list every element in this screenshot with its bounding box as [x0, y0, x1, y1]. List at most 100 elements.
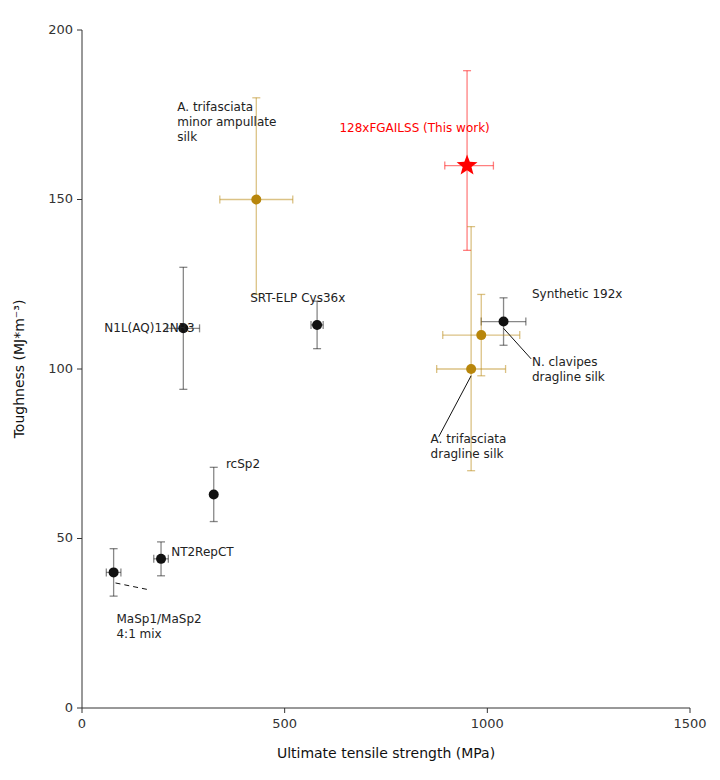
y-tick: [77, 30, 82, 31]
point-circle: [156, 554, 166, 564]
annotation: Synthetic 192x: [532, 287, 622, 301]
point-circle: [466, 364, 476, 374]
x-axis-label: Ultimate tensile strength (MPa): [277, 745, 495, 761]
annotation-line: dragline silk: [431, 447, 504, 461]
annotation-line: 4:1 mix: [116, 627, 161, 641]
chart-container: 050010001500050100150200Ultimate tensile…: [0, 0, 720, 780]
y-tick: [77, 199, 82, 200]
point-circle: [312, 320, 322, 330]
error-cap: [153, 555, 154, 563]
error-cap: [505, 365, 506, 373]
annotation: N1L(AQ)12NR3: [104, 321, 194, 335]
page: {"chart_data": { "type": "scatter", "xla…: [0, 0, 720, 780]
point-circle: [476, 330, 486, 340]
annotation: rcSp2: [226, 456, 260, 470]
error-cap: [120, 568, 121, 576]
y-axis-label: Toughness (MJ*m⁻³): [11, 300, 27, 440]
connector-line: [504, 328, 532, 359]
point-group: [311, 301, 323, 348]
error-cap: [467, 226, 475, 227]
annotation: 128xFGAILSS (This work): [339, 121, 489, 135]
y-error-bar: [313, 301, 321, 348]
annotation-line: MaSp1/MaSp2: [116, 612, 201, 626]
point-group: [443, 294, 520, 375]
annotation: NT2RepCT: [171, 545, 234, 559]
annotation: MaSp1/MaSp24:1 mix: [116, 612, 201, 641]
y-error-bar: [477, 294, 485, 375]
error-cap: [500, 297, 508, 298]
y-tick: [77, 369, 82, 370]
error-cap: [525, 318, 526, 326]
error-cap: [477, 375, 485, 376]
annotation-line: minor ampullate: [177, 114, 276, 128]
point-circle: [209, 489, 219, 499]
annotation: SRT-ELP Cys36x: [250, 290, 345, 304]
point-circle: [251, 195, 261, 205]
x-tick-label: 1000: [471, 716, 504, 731]
annotation-line: N1L(AQ)12NR3: [104, 321, 194, 335]
point-group: [154, 542, 169, 576]
point-group: [209, 467, 219, 521]
error-cap: [110, 595, 118, 596]
error-cap: [444, 162, 445, 170]
point-star: [457, 155, 478, 175]
y-tick-label: 200: [48, 22, 73, 37]
annotation: A. trifasciataminor ampullatesilk: [177, 99, 276, 143]
y-error-bar: [157, 542, 165, 576]
error-cap: [219, 196, 220, 204]
error-cap: [199, 324, 200, 332]
annotation-line: NT2RepCT: [171, 545, 234, 559]
x-tick-label: 500: [272, 716, 297, 731]
x-tick: [82, 708, 83, 713]
error-cap: [157, 541, 165, 542]
x-error-bar: [154, 555, 169, 563]
x-tick: [284, 708, 285, 713]
point-group: [106, 549, 121, 596]
annotation-line: A. trifasciata: [177, 99, 253, 113]
x-tick: [487, 708, 488, 713]
annotation-line: Synthetic 192x: [532, 287, 622, 301]
connector-line: [114, 583, 147, 590]
x-error-bar: [443, 331, 520, 339]
error-cap: [210, 521, 218, 522]
x-error-bar: [481, 318, 526, 326]
error-cap: [310, 321, 311, 329]
annotation-line: 128xFGAILSS (This work): [339, 121, 489, 135]
x-axis-line: [82, 708, 690, 709]
annotation-line: N. clavipes: [532, 354, 598, 368]
error-cap: [493, 162, 494, 170]
error-cap: [463, 70, 471, 71]
y-tick-label: 50: [56, 530, 73, 545]
error-cap: [157, 575, 165, 576]
y-tick: [77, 538, 82, 539]
error-cap: [106, 568, 107, 576]
y-tick: [77, 708, 82, 709]
error-cap: [519, 331, 520, 339]
error-cap: [210, 467, 218, 468]
chart-svg: 050010001500050100150200Ultimate tensile…: [0, 0, 720, 780]
x-error-bar: [106, 568, 121, 576]
x-error-bar: [437, 365, 506, 373]
error-cap: [436, 365, 437, 373]
error-cap: [252, 97, 260, 98]
error-cap: [110, 548, 118, 549]
error-cap: [463, 250, 471, 251]
point-circle: [109, 567, 119, 577]
annotation: N. clavipesdragline silk: [532, 354, 605, 383]
x-tick-label: 1500: [673, 716, 706, 731]
error-cap: [477, 294, 485, 295]
error-cap: [179, 389, 187, 390]
error-cap: [313, 348, 321, 349]
connector-line: [439, 376, 471, 437]
annotation-line: silk: [177, 129, 197, 143]
annotation: A. trifasciatadragline silk: [431, 432, 507, 461]
x-error-bar: [220, 196, 293, 204]
y-tick-label: 0: [65, 700, 73, 715]
axes: 050010001500050100150200: [48, 22, 706, 732]
error-cap: [323, 321, 324, 329]
x-error-bar: [311, 321, 323, 329]
error-cap: [292, 196, 293, 204]
x-tick: [690, 708, 691, 713]
annotation-line: SRT-ELP Cys36x: [250, 290, 345, 304]
annotation-line: dragline silk: [532, 369, 605, 383]
